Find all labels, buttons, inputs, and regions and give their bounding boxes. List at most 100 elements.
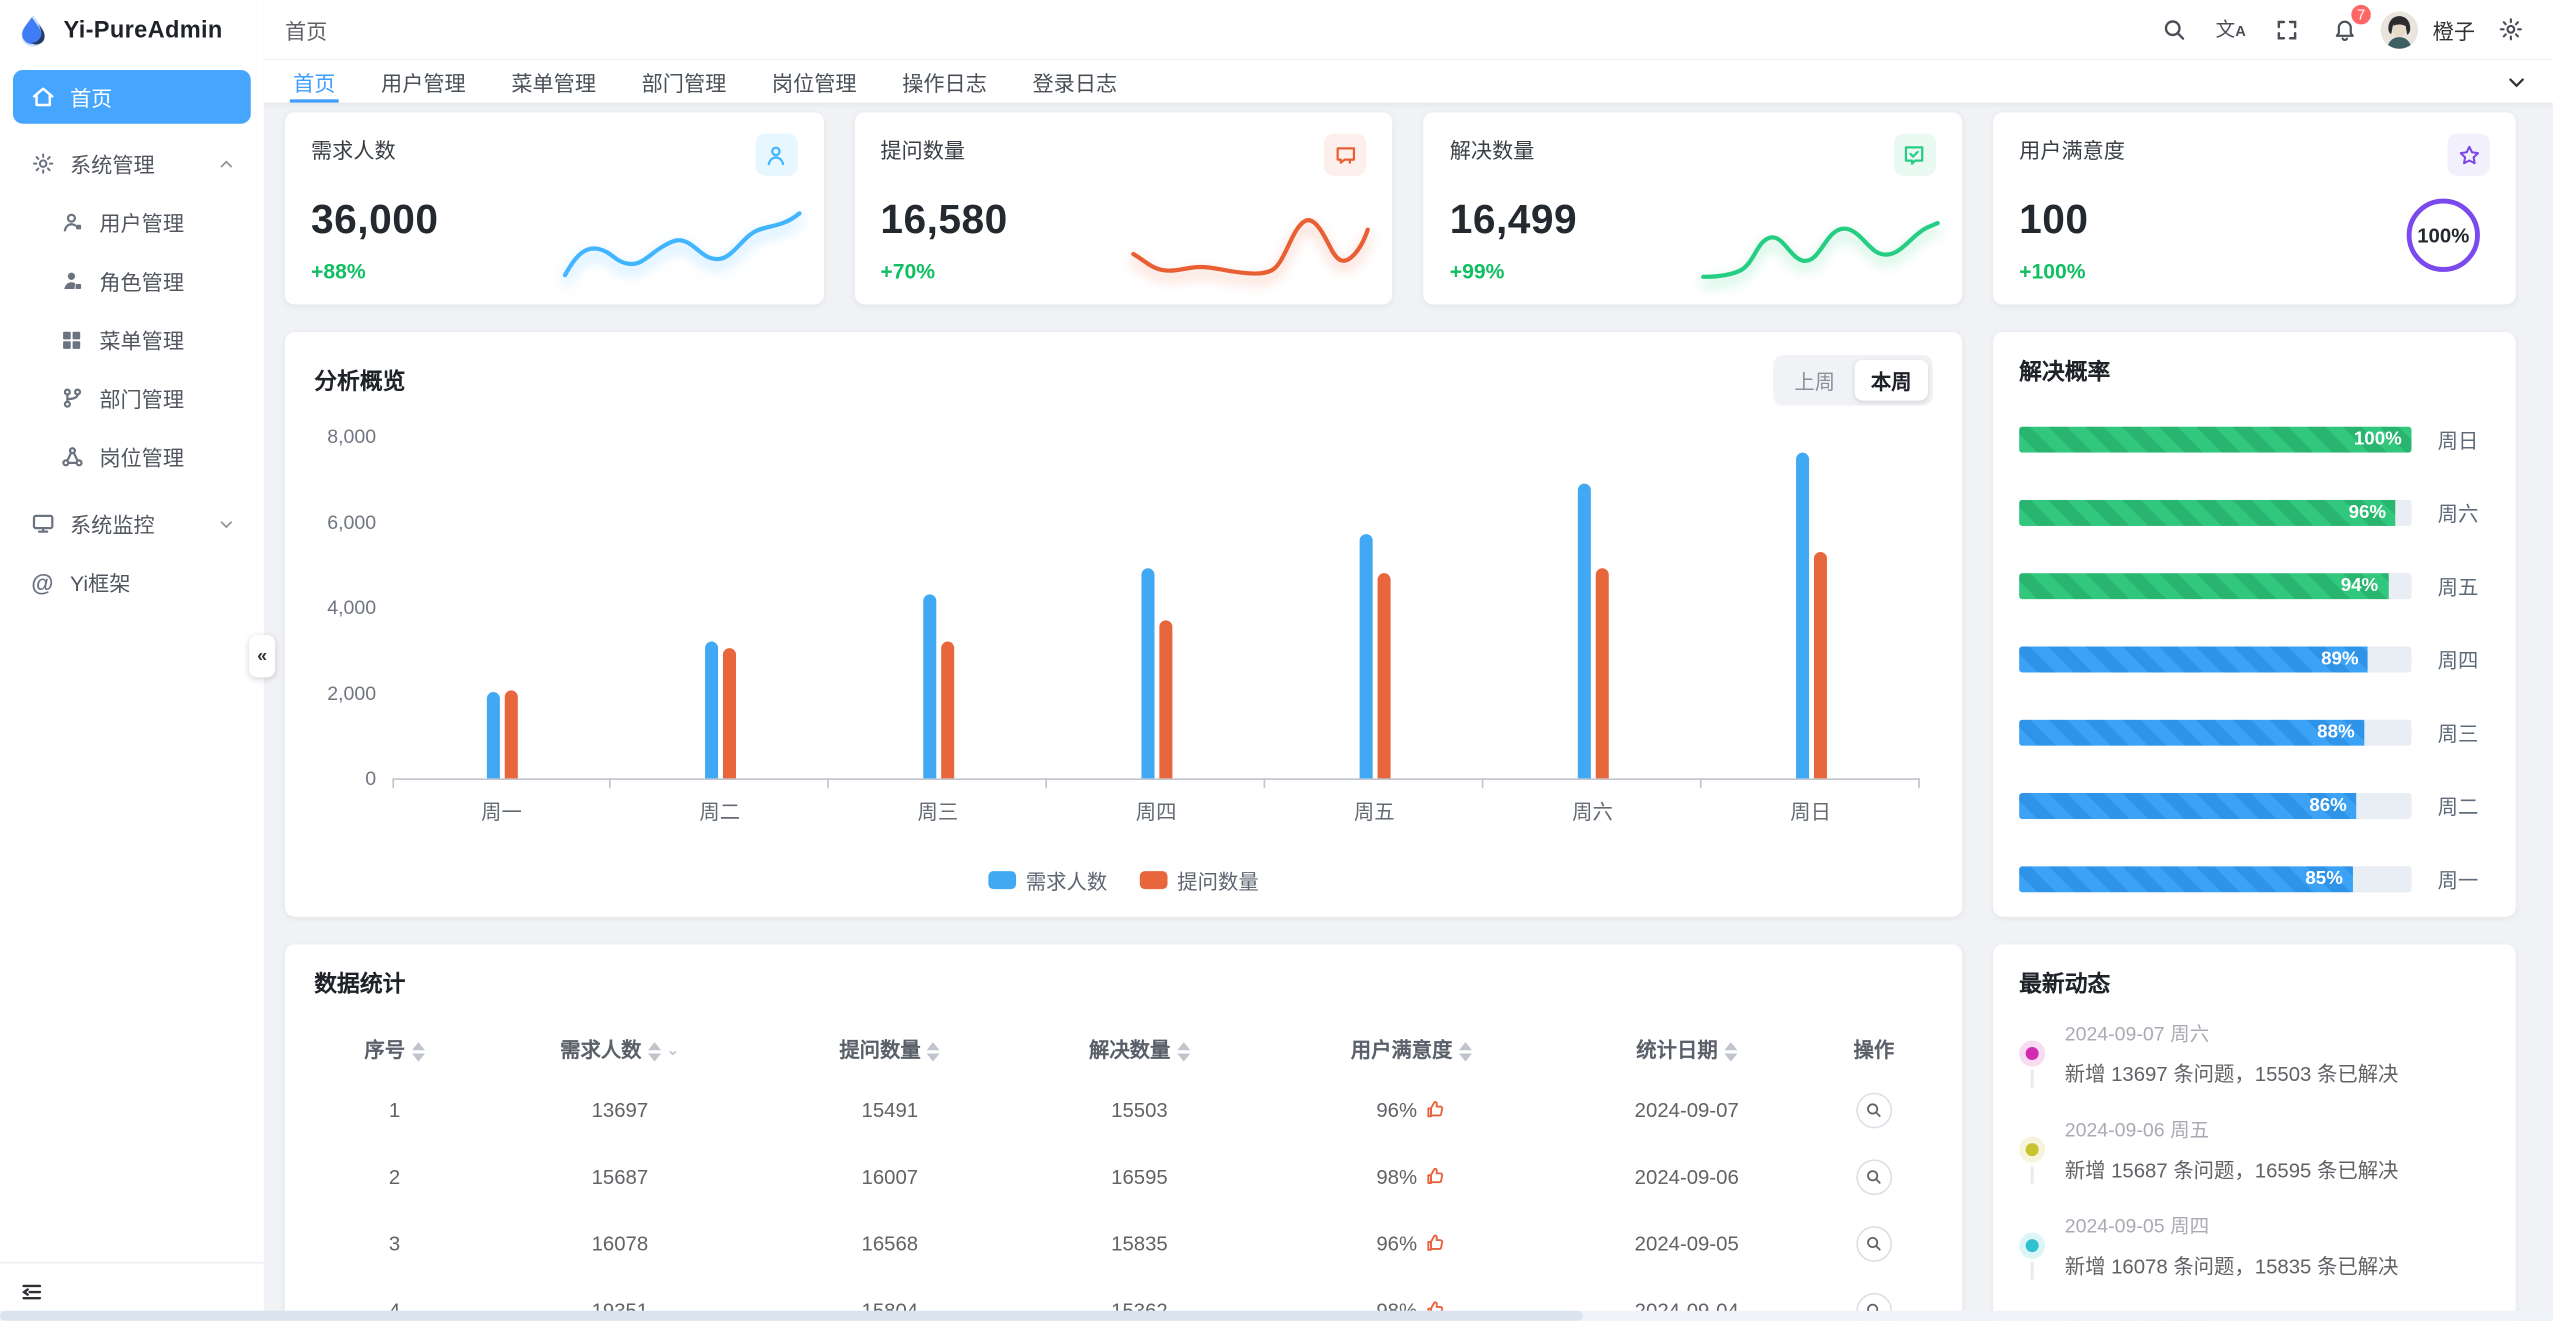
card-title: 解决数量: [1449, 138, 1535, 163]
column-label: 需求人数: [560, 1038, 642, 1062]
filter-chevron-down-icon[interactable]: ⌄: [665, 1042, 680, 1061]
sidebar-item-system-mgmt[interactable]: 系统管理: [13, 137, 251, 191]
app-logo-drop-icon: [20, 12, 53, 48]
chat-icon: [1324, 133, 1367, 176]
timeline-text: 新增 16078 条问题，15835 条已解决: [2064, 1255, 2399, 1279]
sidebar-item-yi-framework[interactable]: @ Yi框架: [13, 555, 251, 609]
gear-icon[interactable]: [2490, 8, 2532, 50]
y-axis-tick-label: 2,000: [327, 681, 377, 705]
message-check-icon: [1893, 133, 1937, 176]
sidebar-item-role-mgmt[interactable]: 角色管理: [13, 254, 251, 308]
horizontal-scrollbar[interactable]: [0, 1310, 2553, 1321]
timeline-date: 2024-09-06 周五: [2064, 1118, 2210, 1142]
legend-item-demand[interactable]: 需求人数: [988, 865, 1107, 896]
card-title: 需求人数: [311, 138, 396, 163]
chart-category: 周三: [829, 436, 1048, 824]
timeline-text: 新增 13697 条问题，15503 条已解决: [2064, 1063, 2399, 1087]
bell-icon[interactable]: 7: [2324, 3, 2373, 50]
logo-row[interactable]: Yi-PureAdmin: [0, 0, 264, 60]
cell-solved: 15503: [1111, 1098, 1168, 1122]
column-header-序号[interactable]: 序号: [314, 1019, 474, 1076]
sort-caret-icon[interactable]: [648, 1041, 662, 1062]
bar-提问数量-周六: [1594, 568, 1608, 779]
progress-track: 100%: [2019, 425, 2412, 452]
sidebar-item-label: Yi框架: [70, 571, 131, 596]
last-week-button[interactable]: 上周: [1778, 360, 1851, 401]
column-header-提问数量[interactable]: 提问数量: [765, 1019, 1015, 1076]
cell-solved: 16595: [1111, 1165, 1168, 1188]
username[interactable]: 橙子: [2432, 18, 2476, 44]
collapse-sidebar-icon[interactable]: [20, 1280, 44, 1304]
sidebar-item-menu-mgmt[interactable]: 菜单管理: [13, 313, 251, 367]
tab-op-log[interactable]: 操作日志: [902, 70, 987, 96]
horizontal-scrollbar-thumb[interactable]: [0, 1310, 1583, 1321]
row-search-button[interactable]: [1856, 1091, 1892, 1128]
progress-percent: 94%: [2340, 575, 2379, 596]
solve-progress-row: 86% 周二: [2019, 790, 2490, 821]
bar-提问数量-周四: [1158, 620, 1172, 779]
timeline-rail: [2019, 1211, 2046, 1280]
card-delta: +88%: [311, 258, 366, 284]
timeline-content: 2024-09-06 周五 新增 15687 条问题，16595 条已解决: [2065, 1115, 2399, 1183]
bar-提问数量-周日: [1813, 552, 1827, 779]
column-header-用户满意度[interactable]: 用户满意度: [1264, 1019, 1558, 1076]
sparkline-green: [1698, 202, 1942, 283]
sort-caret-icon[interactable]: [411, 1041, 425, 1062]
sort-caret-icon[interactable]: [1459, 1041, 1473, 1062]
tab-dept-mgmt[interactable]: 部门管理: [641, 70, 727, 96]
tab-login-log[interactable]: 登录日志: [1032, 70, 1118, 96]
card-delta: +100%: [2019, 258, 2086, 284]
sidebar-item-user-mgmt[interactable]: 用户管理: [13, 195, 251, 249]
tabbar: 首页 用户管理 菜单管理 部门管理 岗位管理 操作日志 登录日志: [263, 58, 2553, 103]
progress-percent: 88%: [2317, 722, 2355, 742]
search-icon[interactable]: [2153, 8, 2195, 50]
this-week-button[interactable]: 本周: [1854, 359, 1928, 401]
sort-caret-icon[interactable]: [927, 1041, 941, 1062]
tabbar-more-chevron-down-icon[interactable]: [2506, 60, 2527, 102]
tab-home[interactable]: 首页: [289, 60, 339, 103]
translate-icon[interactable]: 文A: [2215, 17, 2246, 41]
card-title: 提问数量: [880, 138, 966, 163]
sidebar-item-dept-mgmt[interactable]: 部门管理: [13, 371, 251, 425]
cell-date: 2024-09-07: [1634, 1098, 1739, 1122]
magnifier-icon: [1865, 1234, 1883, 1252]
tab-post-mgmt[interactable]: 岗位管理: [771, 70, 857, 96]
cell-satisfaction: 98%: [1264, 1143, 1558, 1210]
magnifier-icon: [1865, 1168, 1883, 1186]
sort-caret-icon[interactable]: [1176, 1041, 1190, 1062]
row-search-button[interactable]: [1856, 1225, 1892, 1262]
legend-swatch: [1139, 871, 1168, 890]
sidebar-collapse-handle[interactable]: «: [249, 635, 276, 678]
sidebar-item-post-mgmt[interactable]: 岗位管理: [13, 430, 251, 484]
tab-user-mgmt[interactable]: 用户管理: [381, 70, 466, 96]
cell-index: 1: [388, 1098, 401, 1122]
column-header-需求人数[interactable]: 需求人数 ⌄: [475, 1019, 765, 1076]
timeline-rail: [2019, 1019, 2046, 1088]
timeline-content: 2024-09-05 周四 新增 16078 条问题，15835 条已解决: [2065, 1211, 2399, 1279]
legend-label: 需求人数: [1025, 871, 1108, 894]
sidebar-item-label: 用户管理: [99, 211, 185, 237]
tab-menu-mgmt[interactable]: 菜单管理: [511, 70, 597, 96]
main-area: 首页 文A 7 橙子: [263, 0, 2553, 1321]
bar-需求人数-周一: [486, 692, 500, 779]
panel-title: 解决概率: [2019, 358, 2111, 385]
progress-day-label: 周四: [2437, 649, 2479, 673]
analysis-panel: 分析概览 上周 本周 0 2,000 4,000 6,000 8,000 周一 周二 周三 周…: [284, 332, 1963, 917]
progress-track: 86%: [2019, 792, 2412, 819]
column-header-解决数量[interactable]: 解决数量: [1015, 1019, 1265, 1076]
avatar[interactable]: [2380, 10, 2419, 49]
fullscreen-icon[interactable]: [2267, 8, 2309, 50]
cell-date: 2024-09-06: [1634, 1165, 1739, 1188]
row-search-button[interactable]: [1856, 1158, 1892, 1195]
stat-card-questions: 提问数量 16,580 +70%: [854, 112, 1393, 305]
sidebar-item-system-monitor[interactable]: 系统监控: [13, 497, 251, 551]
sidebar-item-label: 岗位管理: [99, 446, 185, 471]
sort-caret-icon[interactable]: [1724, 1041, 1738, 1062]
legend-item-questions[interactable]: 提问数量: [1139, 865, 1259, 896]
solve-progress-row: 85% 周一: [2019, 863, 2490, 894]
card-value: 16,580: [880, 197, 1008, 243]
panel-title: 分析概览: [314, 367, 406, 394]
sidebar-item-home[interactable]: 首页: [13, 70, 251, 124]
column-header-统计日期[interactable]: 统计日期: [1558, 1019, 1815, 1076]
